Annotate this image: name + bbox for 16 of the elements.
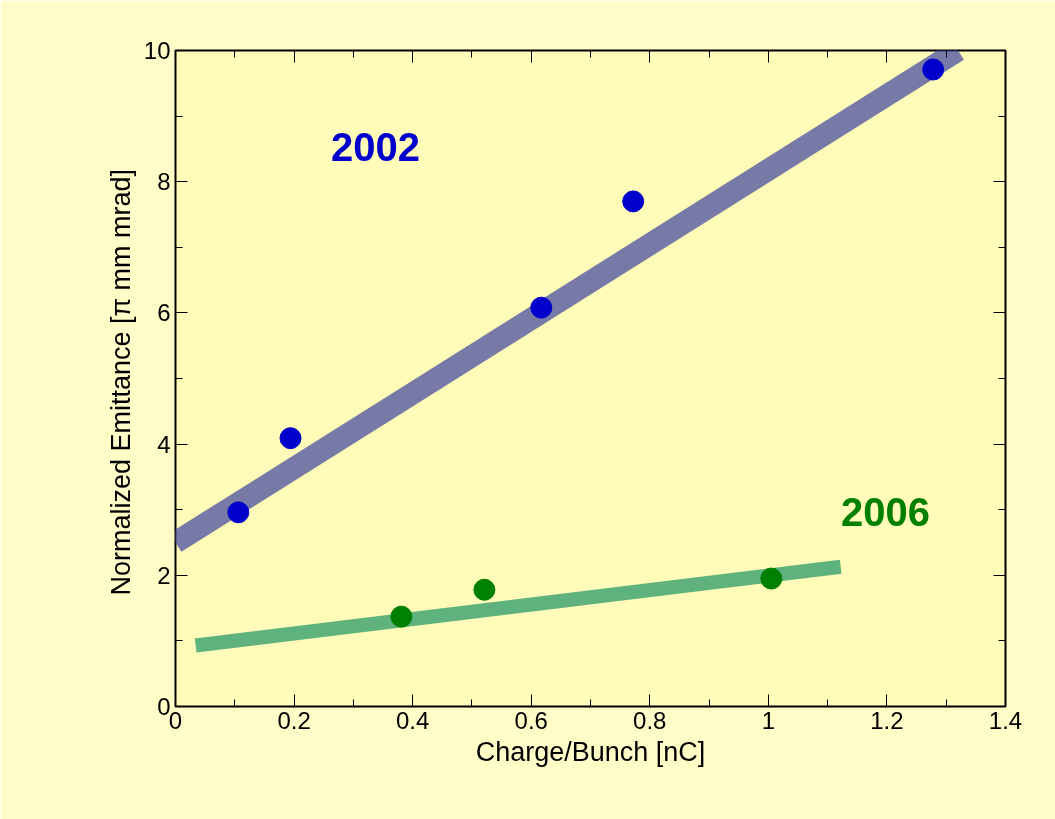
x-tick-label: 0.2 [277,706,311,734]
annotation: 2006 [841,489,930,534]
x-tick-label: 1 [761,706,776,734]
x-tick-label: 1.4 [988,706,1023,734]
y-tick-label: 10 [143,37,171,64]
y-axis-title: Normalized Emittance [π mm mrad] [105,168,136,596]
y-tick-label: 8 [157,168,171,196]
y-tick-label: 4 [157,430,171,458]
y-tick-label: 2 [157,561,171,589]
y-tick-label: 6 [157,299,171,327]
x-tick-label: 1.2 [870,706,904,734]
x-tick-label: 0.4 [395,706,430,734]
x-tick-label: 0.6 [514,706,548,734]
x-tick-label: 0.8 [633,706,667,734]
annotation: 2002 [331,124,420,169]
x-axis-title: Charge/Bunch [nC] [475,736,706,767]
